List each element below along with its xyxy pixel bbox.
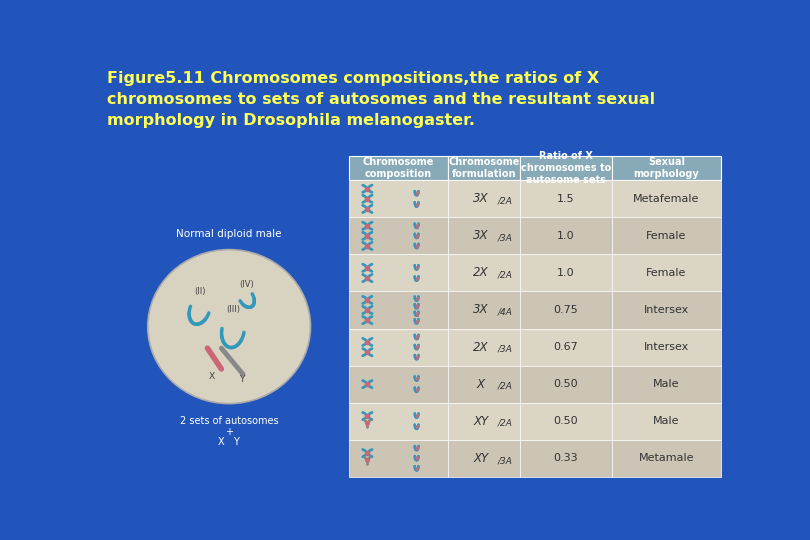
Text: X: X xyxy=(209,372,215,381)
Bar xyxy=(520,254,612,292)
Text: /3A: /3A xyxy=(497,234,512,242)
Bar xyxy=(448,218,520,254)
Text: 3X: 3X xyxy=(473,192,488,205)
Text: /2A: /2A xyxy=(497,382,512,391)
Text: Intersex: Intersex xyxy=(644,305,689,315)
Text: Female: Female xyxy=(646,268,687,278)
Text: +: + xyxy=(225,427,233,437)
Bar xyxy=(612,254,721,292)
Text: (IV): (IV) xyxy=(239,280,254,289)
Bar xyxy=(612,366,721,403)
Text: 2 sets of autosomes: 2 sets of autosomes xyxy=(180,416,279,426)
Text: /3A: /3A xyxy=(497,345,512,354)
Bar xyxy=(349,366,448,403)
Text: /3A: /3A xyxy=(497,456,512,465)
Text: Chromosome
composition: Chromosome composition xyxy=(363,157,434,179)
Text: /2A: /2A xyxy=(497,197,512,206)
Text: 1.0: 1.0 xyxy=(557,231,575,241)
Text: Intersex: Intersex xyxy=(644,342,689,352)
Text: 0.50: 0.50 xyxy=(553,379,578,389)
Text: XY: XY xyxy=(473,415,488,428)
Bar xyxy=(349,180,448,218)
Bar xyxy=(349,440,448,477)
Bar xyxy=(612,328,721,366)
Bar xyxy=(520,328,612,366)
Text: 0.75: 0.75 xyxy=(553,305,578,315)
Text: Female: Female xyxy=(646,231,687,241)
Bar xyxy=(448,366,520,403)
Text: Y: Y xyxy=(239,375,244,384)
Text: (III): (III) xyxy=(226,305,240,314)
Text: Metafemale: Metafemale xyxy=(633,194,700,204)
Bar xyxy=(612,180,721,218)
Bar xyxy=(520,366,612,403)
Text: Male: Male xyxy=(653,379,680,389)
Text: 0.33: 0.33 xyxy=(553,453,578,463)
Bar xyxy=(520,180,612,218)
Text: Normal diploid male: Normal diploid male xyxy=(177,229,282,239)
Text: 0.50: 0.50 xyxy=(553,416,578,426)
Text: 2X: 2X xyxy=(473,341,488,354)
Text: Figure5.11 Chromosomes compositions,the ratios of X
chromosomes to sets of autos: Figure5.11 Chromosomes compositions,the … xyxy=(108,71,655,128)
Text: 3X: 3X xyxy=(473,230,488,242)
Bar xyxy=(448,403,520,440)
Bar xyxy=(448,254,520,292)
Bar xyxy=(349,218,448,254)
Text: Ratio of X
chromosomes to
autosome sets: Ratio of X chromosomes to autosome sets xyxy=(521,151,611,185)
Text: 1.5: 1.5 xyxy=(557,194,575,204)
Bar xyxy=(520,156,612,180)
Bar xyxy=(448,440,520,477)
Text: /4A: /4A xyxy=(497,308,512,317)
Text: Chromosome
formulation: Chromosome formulation xyxy=(449,157,520,179)
Text: Metamale: Metamale xyxy=(638,453,694,463)
Bar xyxy=(612,292,721,328)
Text: /2A: /2A xyxy=(497,271,512,280)
Text: XY: XY xyxy=(473,452,488,465)
Bar xyxy=(448,292,520,328)
Text: Male: Male xyxy=(653,416,680,426)
Bar xyxy=(520,403,612,440)
Text: 2X: 2X xyxy=(473,266,488,279)
Bar xyxy=(349,328,448,366)
Text: (II): (II) xyxy=(194,287,206,296)
Text: 1.0: 1.0 xyxy=(557,268,575,278)
Text: X   Y: X Y xyxy=(218,437,240,447)
Bar xyxy=(448,328,520,366)
Bar xyxy=(349,403,448,440)
Bar xyxy=(349,156,448,180)
Ellipse shape xyxy=(147,249,310,403)
Text: 3X: 3X xyxy=(473,303,488,316)
Text: /2A: /2A xyxy=(497,419,512,428)
Bar xyxy=(612,403,721,440)
Bar xyxy=(612,440,721,477)
Bar xyxy=(349,292,448,328)
Text: Sexual
morphology: Sexual morphology xyxy=(633,157,699,179)
Bar xyxy=(520,440,612,477)
Bar xyxy=(612,156,721,180)
Bar xyxy=(349,254,448,292)
Text: X: X xyxy=(477,377,485,390)
Bar xyxy=(520,218,612,254)
Text: 0.67: 0.67 xyxy=(553,342,578,352)
Bar xyxy=(612,218,721,254)
Bar xyxy=(448,180,520,218)
Bar xyxy=(520,292,612,328)
Bar xyxy=(448,156,520,180)
